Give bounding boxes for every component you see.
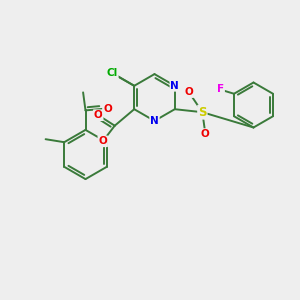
Text: O: O: [103, 104, 112, 114]
Text: S: S: [198, 106, 207, 119]
Text: N: N: [170, 81, 179, 91]
Text: F: F: [217, 84, 224, 94]
Text: O: O: [200, 129, 209, 139]
Text: O: O: [94, 110, 103, 120]
Text: Cl: Cl: [106, 68, 118, 78]
Text: O: O: [184, 87, 193, 97]
Text: N: N: [150, 116, 159, 126]
Text: O: O: [98, 136, 107, 146]
